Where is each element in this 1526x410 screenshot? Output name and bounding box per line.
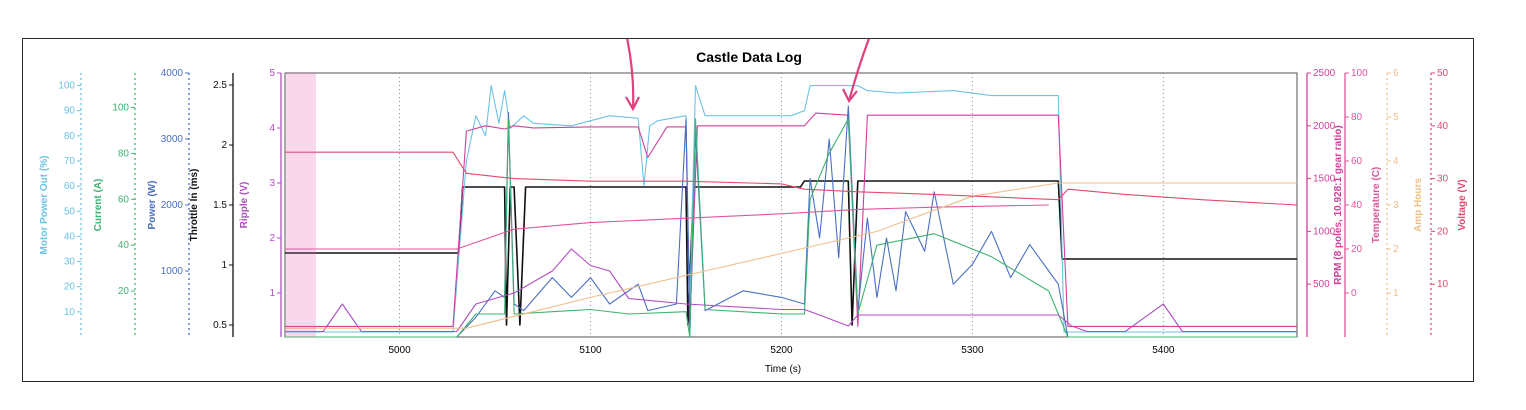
voltage-series-line <box>285 151 1298 206</box>
ripple-tick-label: 4 <box>269 123 275 134</box>
temperature-series-line <box>285 204 1049 250</box>
annotation-arrowhead-left <box>625 96 640 112</box>
temperature-tick-label: 80 <box>1351 112 1363 123</box>
rpm-tick-label: 1000 <box>1313 226 1336 237</box>
annotation-arrow-right <box>847 39 870 102</box>
current-tick-label: 100 <box>112 102 129 113</box>
voltage-tick-label: 30 <box>1437 174 1449 185</box>
plot-area <box>284 72 1298 338</box>
power-tick-label: 3000 <box>161 134 184 145</box>
temperature-tick-label: 100 <box>1351 68 1368 79</box>
current-tick-label: 80 <box>118 148 130 159</box>
x-tick-label: 5300 <box>961 345 984 356</box>
ripple-tick-label: 5 <box>269 68 275 79</box>
current-tick-label: 20 <box>118 286 130 297</box>
rpm-tick-label: 2000 <box>1313 121 1336 132</box>
amp_hours-axis-label: Amp Hours <box>1413 178 1424 232</box>
temperature-axis-label: Temperature (C) <box>1371 167 1382 244</box>
ripple-axis-label: Ripple (V) <box>239 182 250 229</box>
power_out-tick-label: 40 <box>64 231 76 242</box>
power_out-tick-label: 100 <box>58 81 75 92</box>
throttle-tick-label: 1.5 <box>213 200 227 211</box>
amp_hours-tick-label: 1 <box>1393 288 1399 299</box>
annotation-arrowhead-right <box>842 88 858 104</box>
current-axis-label: Current (A) <box>93 179 104 232</box>
ripple-tick-label: 3 <box>269 178 275 189</box>
power_out-tick-label: 80 <box>64 131 76 142</box>
throttle-tick-label: 0.5 <box>213 320 227 331</box>
voltage-tick-label: 40 <box>1437 121 1449 132</box>
temperature-tick-label: 0 <box>1351 288 1357 299</box>
rpm-tick-label: 2500 <box>1313 68 1336 79</box>
ripple-tick-label: 1 <box>269 288 275 299</box>
rpm-tick-label: 500 <box>1313 279 1330 290</box>
power_out-tick-label: 10 <box>64 307 76 318</box>
x-axis-label: Time (s) <box>765 364 801 375</box>
power-tick-label: 1000 <box>161 266 184 277</box>
x-tick-label: 5100 <box>579 345 602 356</box>
power_out-axis-label: Motor Power Out (%) <box>39 156 50 255</box>
rpm-axis-label: RPM (8 poles, 10.928:1 gear ratio) <box>1333 125 1344 285</box>
throttle-series-line <box>285 180 1297 326</box>
start-shading <box>286 73 316 337</box>
amp_hours-tick-label: 6 <box>1393 68 1399 79</box>
temperature-tick-label: 20 <box>1351 244 1363 255</box>
annotation-arrow-left <box>626 39 635 110</box>
rpm-series-line <box>285 112 1297 327</box>
power-tick-label: 4000 <box>161 68 184 79</box>
throttle-axis-label: Throttle In (ms) <box>189 169 200 242</box>
power-series-line <box>285 105 1297 338</box>
power_out-tick-label: 30 <box>64 257 76 268</box>
power_out-tick-label: 20 <box>64 282 76 293</box>
x-tick-label: 5000 <box>388 345 411 356</box>
amp_hours-tick-label: 5 <box>1393 112 1399 123</box>
amp_hours-series-line <box>285 182 1297 329</box>
x-tick-label: 5400 <box>1152 345 1175 356</box>
voltage-tick-label: 20 <box>1437 226 1449 237</box>
chart-frame: Castle Data Log Time (s) 5000 5100 5200 530… <box>22 38 1474 382</box>
throttle-tick-label: 2 <box>221 140 227 151</box>
power-axis-label: Power (W) <box>147 181 158 230</box>
power_out-tick-label: 70 <box>64 156 76 167</box>
x-tick-label: 5200 <box>770 345 793 356</box>
ripple-tick-label: 2 <box>269 233 275 244</box>
current-tick-label: 40 <box>118 240 130 251</box>
voltage-tick-label: 50 <box>1437 68 1449 79</box>
current-series-line <box>285 118 1297 338</box>
temperature-tick-label: 40 <box>1351 200 1363 211</box>
power_out-tick-label: 60 <box>64 181 76 192</box>
rpm-tick-label: 1500 <box>1313 174 1336 185</box>
ripple-series-line <box>285 248 1297 333</box>
power_out-tick-label: 50 <box>64 206 76 217</box>
voltage-tick-label: 10 <box>1437 279 1449 290</box>
amp_hours-tick-label: 4 <box>1393 156 1399 167</box>
temperature-tick-label: 60 <box>1351 156 1363 167</box>
current-tick-label: 60 <box>118 194 130 205</box>
chart-title: Castle Data Log <box>696 49 802 65</box>
voltage-axis-label: Voltage (V) <box>1457 179 1468 230</box>
amp_hours-tick-label: 2 <box>1393 244 1399 255</box>
throttle-tick-label: 1 <box>221 260 227 271</box>
chart-canvas: Castle Data Log Time (s) 5000 5100 5200 530… <box>39 39 1468 375</box>
throttle-tick-label: 2.5 <box>213 80 227 91</box>
power_out-tick-label: 90 <box>64 106 76 117</box>
power-tick-label: 2000 <box>161 200 184 211</box>
amp_hours-tick-label: 3 <box>1393 200 1399 211</box>
